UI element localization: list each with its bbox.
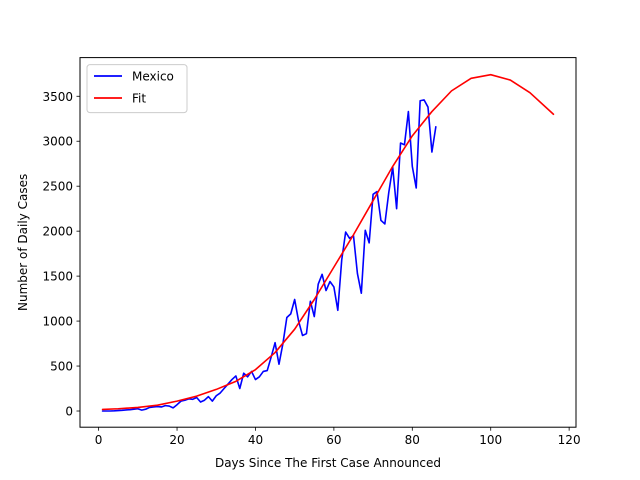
x-tick-label: 20 [169,433,184,447]
y-tick-label: 2500 [42,180,73,194]
y-axis: 0 500 1000 1500 2000 2500 3000 3500 [42,90,80,419]
y-tick-label: 1000 [42,315,73,329]
x-axis-label: Days Since The First Case Announced [215,456,441,470]
y-tick-label: 2000 [42,225,73,239]
y-tick-label: 1500 [42,270,73,284]
x-tick-label: 60 [326,433,341,447]
legend-label-fit: Fit [132,92,146,106]
plot-area [80,57,576,428]
legend: Mexico Fit [86,64,188,114]
axes-frame [79,57,577,428]
x-tick-label: 40 [248,433,263,447]
legend-label-mexico: Mexico [132,70,174,84]
x-tick-label: 100 [479,433,502,447]
x-tick-label: 120 [558,433,581,447]
x-tick-label: 80 [405,433,420,447]
y-axis-label: Number of Daily Cases [16,174,30,311]
y-tick-label: 500 [50,360,73,374]
y-tick-label: 3500 [42,90,73,104]
y-tick-label: 0 [65,405,73,419]
x-tick-label: 0 [95,433,103,447]
x-axis: 0 20 40 60 80 100 120 [95,427,581,447]
series-layer [101,73,555,412]
series-line-mexico [101,99,437,412]
y-tick-label: 3000 [42,135,73,149]
series-line-fit [101,73,555,411]
